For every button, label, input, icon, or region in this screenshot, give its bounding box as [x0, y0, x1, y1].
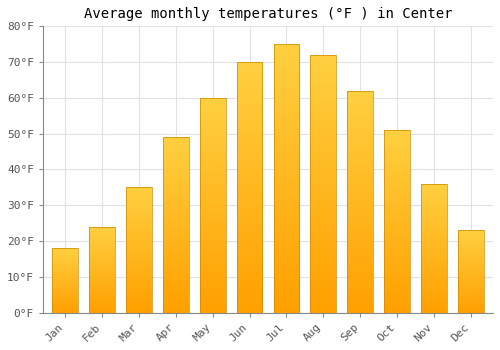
Bar [310, 55, 336, 313]
Bar [421, 184, 447, 313]
Bar [89, 227, 115, 313]
Bar [458, 230, 484, 313]
Bar [236, 62, 262, 313]
Bar [89, 227, 115, 313]
Bar [348, 91, 373, 313]
Bar [163, 137, 188, 313]
Bar [163, 137, 188, 313]
Bar [421, 184, 447, 313]
Title: Average monthly temperatures (°F ) in Center: Average monthly temperatures (°F ) in Ce… [84, 7, 452, 21]
Bar [310, 55, 336, 313]
Bar [348, 91, 373, 313]
Bar [458, 230, 484, 313]
Bar [52, 248, 78, 313]
Bar [274, 44, 299, 313]
Bar [126, 187, 152, 313]
Bar [236, 62, 262, 313]
Bar [52, 248, 78, 313]
Bar [200, 98, 226, 313]
Bar [384, 130, 410, 313]
Bar [200, 98, 226, 313]
Bar [384, 130, 410, 313]
Bar [126, 187, 152, 313]
Bar [274, 44, 299, 313]
